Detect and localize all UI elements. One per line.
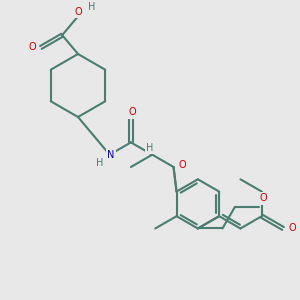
Text: O: O bbox=[289, 224, 296, 233]
Text: H: H bbox=[88, 2, 95, 12]
Text: O: O bbox=[129, 107, 136, 117]
Text: O: O bbox=[74, 7, 82, 17]
Text: O: O bbox=[179, 160, 187, 170]
Text: N: N bbox=[107, 150, 115, 160]
Text: H: H bbox=[146, 143, 154, 153]
Text: O: O bbox=[260, 193, 267, 203]
Text: O: O bbox=[29, 43, 36, 52]
Text: H: H bbox=[96, 158, 104, 168]
